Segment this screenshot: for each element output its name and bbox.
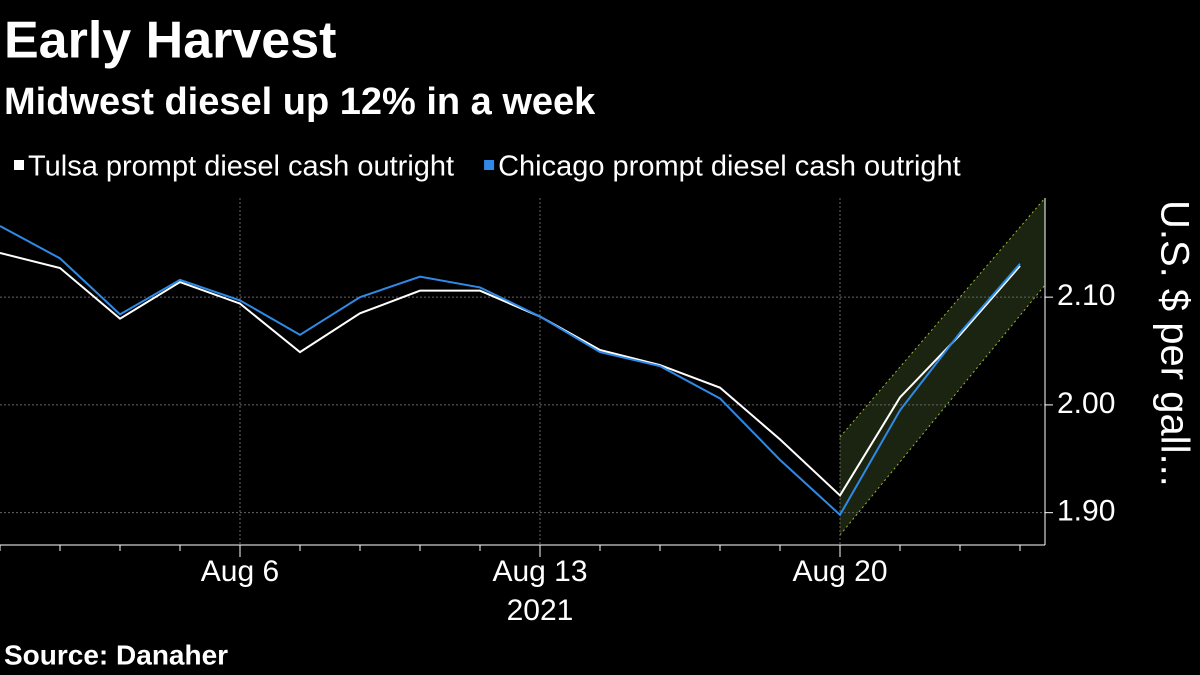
trend-band-edge bbox=[839, 284, 1046, 536]
source: Source: Danaher bbox=[4, 639, 228, 670]
x-year-label: 2021 bbox=[507, 594, 574, 627]
legend: Tulsa prompt diesel cash outright Chicago… bbox=[14, 151, 961, 183]
trend-band bbox=[840, 198, 1045, 535]
y-tick-label: 2.10 bbox=[1057, 279, 1115, 312]
legend-swatch bbox=[484, 160, 495, 170]
chart-subtitle: Midwest diesel up 12% in a week bbox=[4, 81, 596, 123]
x-tick-label: Aug 20 bbox=[792, 555, 887, 588]
x-tick-label: Aug 6 bbox=[201, 555, 279, 588]
x-tick-label: Aug 13 bbox=[492, 555, 587, 588]
y-tick-label: 2.00 bbox=[1057, 387, 1115, 420]
legend-swatch bbox=[14, 160, 24, 170]
y-axis-label: U.S. $ per gall... bbox=[1152, 200, 1196, 487]
line-series bbox=[0, 251, 1021, 497]
legend-label: Tulsa prompt diesel cash outright bbox=[28, 151, 454, 183]
y-tick-label: 1.90 bbox=[1057, 495, 1115, 528]
legend-label: Chicago prompt diesel cash outright bbox=[498, 151, 961, 183]
chart-title: Early Harvest bbox=[4, 12, 336, 70]
line-series bbox=[0, 225, 1021, 517]
